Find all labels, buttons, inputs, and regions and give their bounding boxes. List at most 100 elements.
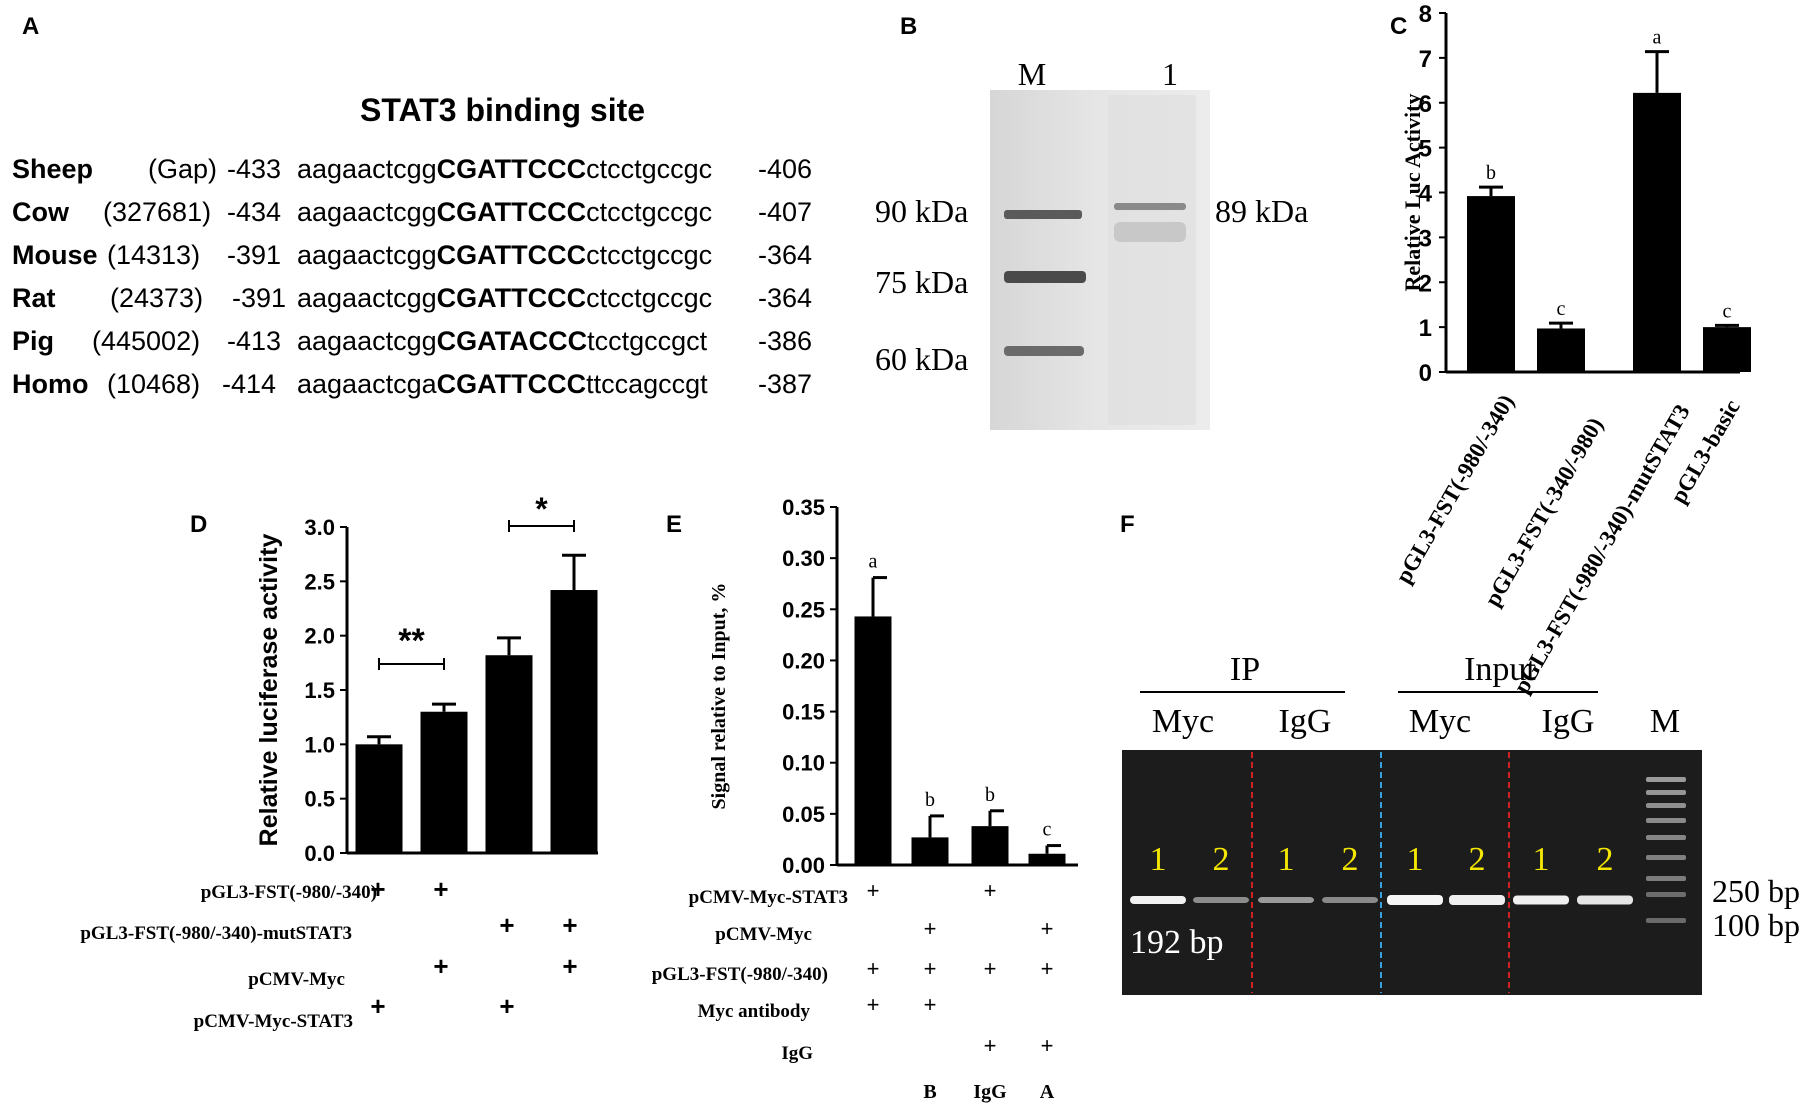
gel-band bbox=[1387, 895, 1443, 905]
treatment-mark: + bbox=[924, 956, 937, 981]
treatment-mark: + bbox=[562, 951, 577, 981]
seq-flank-5: aagaactcgg bbox=[297, 240, 437, 270]
sequence: aagaactcggCGATTCCCctcctgccgc bbox=[297, 240, 712, 270]
y-tick-label: 1.0 bbox=[304, 732, 335, 757]
seq-flank-5: aagaactcga bbox=[297, 369, 438, 399]
species-name: Cow bbox=[12, 197, 70, 227]
y-tick-label: 0.30 bbox=[782, 546, 825, 571]
y-tick-label: 8 bbox=[1419, 1, 1432, 28]
agarose-gel bbox=[1122, 750, 1702, 995]
gene-id: (24373) bbox=[110, 283, 203, 313]
treatment-mark: + bbox=[924, 916, 937, 941]
treatment-mark: + bbox=[433, 951, 448, 981]
ladder-band-250 bbox=[1646, 892, 1686, 897]
seq-binding-core: CGATTCCC bbox=[437, 197, 586, 227]
gel-band bbox=[1258, 897, 1314, 903]
seq-flank-5: aagaactcgg bbox=[297, 154, 437, 184]
treatment-mark: + bbox=[984, 956, 997, 981]
seq-flank-3: tcctgccgct bbox=[587, 326, 708, 356]
y-tick-label: 0.35 bbox=[782, 495, 825, 520]
seq-start: -414 bbox=[222, 369, 276, 399]
seq-flank-3: ctcctgccgc bbox=[586, 197, 712, 227]
treatment-mark: + bbox=[867, 992, 880, 1017]
panel-e-label: E bbox=[666, 511, 682, 538]
bar bbox=[1703, 327, 1751, 372]
y-tick-label: 4 bbox=[1419, 181, 1433, 208]
treatment-mark: + bbox=[562, 910, 577, 940]
lane-code-label: A bbox=[1040, 1081, 1055, 1103]
marker-band-75 bbox=[1004, 271, 1086, 283]
seq-flank-5: aagaactcgg bbox=[297, 283, 437, 313]
y-tick-label: 1 bbox=[1419, 315, 1432, 342]
panel-c-label: C bbox=[1390, 13, 1407, 40]
species-name: Rat bbox=[12, 283, 56, 313]
treatment-mark: + bbox=[1041, 1033, 1054, 1058]
y-axis-label: Signal relative to Input, % bbox=[708, 583, 730, 810]
dna-ladder bbox=[1646, 777, 1686, 923]
gel-band bbox=[1322, 897, 1378, 903]
bar bbox=[1028, 853, 1066, 865]
significance-letter: b bbox=[925, 789, 935, 811]
seq-start: -413 bbox=[227, 326, 281, 356]
marker-band-90 bbox=[1004, 210, 1082, 219]
bar bbox=[911, 837, 949, 865]
y-tick-label: 5 bbox=[1419, 136, 1432, 163]
gene-id: (327681) bbox=[103, 197, 211, 227]
ladder-band bbox=[1646, 855, 1686, 860]
x-category-label: pGL3-FST(-980/-340) bbox=[1391, 390, 1519, 587]
seq-end: -406 bbox=[758, 154, 812, 184]
y-tick-label: 2.5 bbox=[304, 569, 335, 594]
band-89-label: 89 kDa bbox=[1215, 193, 1308, 229]
treatment-label: pCMV-Myc bbox=[248, 969, 345, 990]
seq-flank-5: aagaactcgg bbox=[297, 197, 437, 227]
lane-number: 2 bbox=[1213, 841, 1230, 878]
y-tick-label: 0.5 bbox=[304, 787, 335, 812]
significance-letter: c bbox=[1043, 819, 1052, 841]
sequence: aagaactcggCGATTCCCctcctgccgc bbox=[297, 197, 712, 227]
sample-smear bbox=[1114, 222, 1186, 242]
lane-1-label: 1 bbox=[1162, 56, 1178, 92]
input-igg-label: IgG bbox=[1542, 703, 1595, 740]
treatment-label: IgG bbox=[781, 1043, 813, 1064]
ip-myc-label: Myc bbox=[1152, 703, 1214, 740]
gene-id: (14313) bbox=[107, 240, 200, 270]
treatment-mark: + bbox=[924, 992, 937, 1017]
species-name: Sheep bbox=[12, 154, 93, 184]
y-tick-label: 2 bbox=[1419, 270, 1432, 297]
panel-f: F IP Input Myc IgG Myc IgG M 1 2 1 2 1 2 1 2 19… bbox=[1120, 511, 1800, 995]
gel-lanes: 1 2 1 2 1 2 1 2 bbox=[1130, 841, 1633, 905]
species-name: Homo bbox=[12, 369, 89, 399]
panel-b-label: B bbox=[900, 13, 917, 40]
sample-band-89 bbox=[1114, 203, 1186, 210]
treatment-label: pGL3-FST(-980/-340) bbox=[652, 964, 828, 985]
seq-start: -434 bbox=[227, 197, 281, 227]
seq-end: -407 bbox=[758, 197, 812, 227]
seq-binding-core: CGATTCCC bbox=[437, 240, 586, 270]
ip-igg-label: IgG bbox=[1279, 703, 1332, 740]
treatment-label: pCMV-Myc-STAT3 bbox=[194, 1011, 353, 1032]
y-tick-label: 7 bbox=[1419, 46, 1432, 73]
bar bbox=[355, 744, 403, 853]
significance-letter: a bbox=[1653, 27, 1662, 49]
lane-code-label: IgG bbox=[973, 1081, 1007, 1103]
gene-id: (445002) bbox=[92, 326, 200, 356]
ladder-band bbox=[1646, 818, 1686, 823]
treatment-label: Myc antibody bbox=[698, 1001, 811, 1022]
seq-binding-core: CGATACCC bbox=[437, 326, 587, 356]
sequence-alignment: Sheep (Gap) -433 aagaactcggCGATTCCCctcctgcc… bbox=[12, 154, 812, 399]
seq-flank-3: ctcctgccgc bbox=[586, 283, 712, 313]
seq-start: -391 bbox=[232, 283, 286, 313]
significance-letter: c bbox=[1557, 298, 1566, 320]
seq-flank-5: aagaactcgg bbox=[297, 326, 437, 356]
panel-a-label: A bbox=[22, 13, 39, 40]
gel-band bbox=[1513, 895, 1569, 905]
ladder-250-label: 250 bp bbox=[1712, 873, 1800, 909]
y-tick-label: 0.10 bbox=[782, 751, 825, 776]
lane-number: 1 bbox=[1407, 841, 1424, 878]
significance-letter: b bbox=[985, 784, 995, 806]
treatment-label: pGL3-FST(-980/-340) bbox=[201, 882, 377, 903]
y-tick-label: 0.20 bbox=[782, 648, 825, 673]
gene-id: (10468) bbox=[107, 369, 200, 399]
treatment-mark: + bbox=[867, 956, 880, 981]
